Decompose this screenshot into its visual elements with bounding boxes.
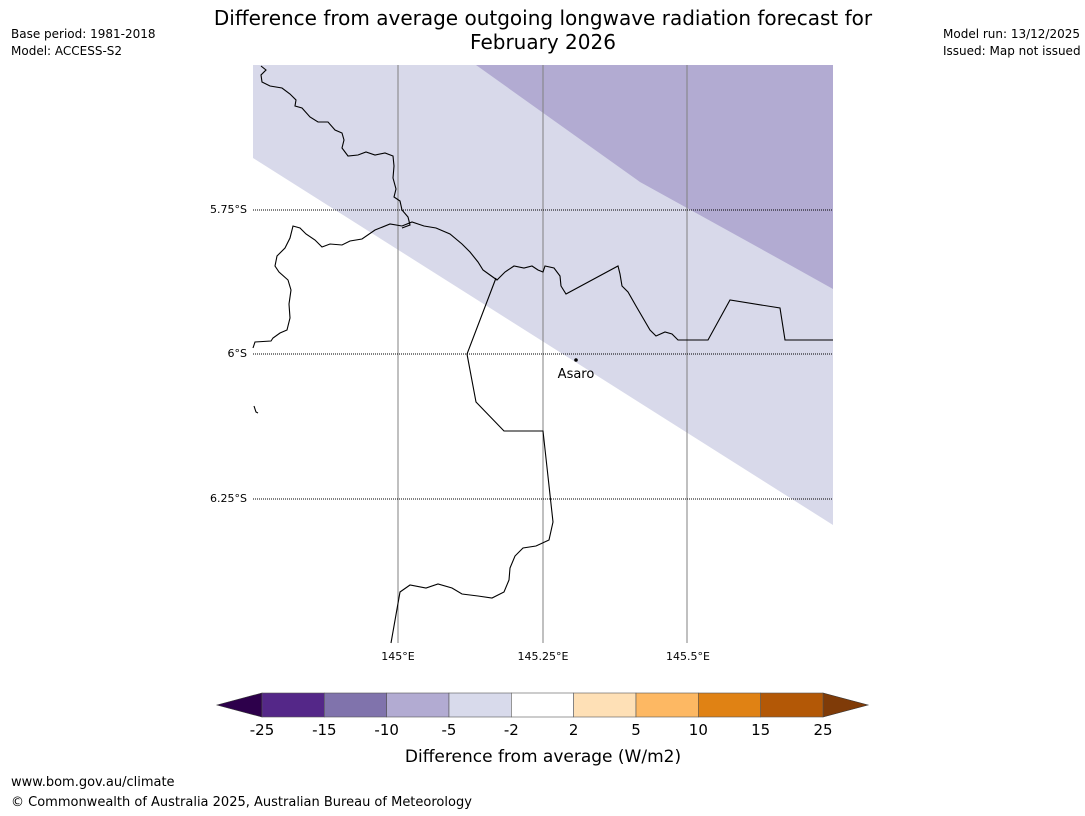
boundary-central [401, 221, 833, 341]
colorbar-tick-label: -5 [442, 721, 457, 739]
colorbar-tick-label: 15 [751, 721, 770, 739]
base-period-text: Base period: 1981-2018 [11, 27, 156, 41]
boundary-layer [252, 65, 833, 644]
colorbar-label: Difference from average (W/m2) [405, 747, 681, 767]
latitude-gridlines [253, 209, 833, 500]
colorbar-tick-label: 25 [813, 721, 832, 739]
anomaly-region-mid-purple [476, 65, 833, 289]
footer-copyright: © Commonwealth of Australia 2025, Austra… [11, 795, 472, 810]
colorbar-tick-label: 5 [631, 721, 641, 739]
lat-label-6-25: 6.25°S [210, 492, 247, 505]
map-title: Difference from average outgoing longwav… [193, 6, 893, 54]
title-line-1: Difference from average outgoing longwav… [213, 6, 873, 30]
colorbar-segment [324, 692, 387, 718]
colorbar-tick-label: 10 [689, 721, 708, 739]
lon-label-145: 145°E [381, 650, 414, 663]
issued-text: Issued: Map not issued [943, 44, 1081, 58]
colorbar-tick-label: -2 [504, 721, 519, 739]
colorbar-tick-labels: -25 -15 -10 -5 -2 2 5 10 15 25 [250, 721, 833, 739]
colorbar-segment [448, 692, 512, 718]
boundary-west-lobe [252, 223, 403, 349]
colorbar-over-arrow [822, 692, 870, 718]
lon-label-145-25: 145.25°E [518, 650, 569, 663]
colorbar-segment [760, 692, 824, 718]
colorbar-tick-label: -10 [374, 721, 399, 739]
model-text: Model: ACCESS-S2 [11, 44, 123, 58]
title-line-2: February 2026 [470, 30, 616, 54]
colorbar: -25 -15 -10 -5 -2 2 5 10 15 25 Difference from av… [215, 692, 870, 767]
colorbar-segments [261, 692, 824, 718]
boundary-north [260, 65, 411, 229]
lat-label-6: 6°S [228, 347, 247, 360]
colorbar-segment [386, 692, 450, 718]
colorbar-segment [511, 692, 574, 718]
colorbar-under-arrow [215, 692, 263, 718]
boundary-south [390, 277, 554, 644]
colorbar-segment [635, 692, 699, 718]
colorbar-segment [698, 692, 761, 718]
asaro-label: Asaro [558, 367, 595, 382]
lat-label-5-75: 5.75°S [210, 203, 247, 216]
footer-url[interactable]: www.bom.gov.au/climate [11, 775, 175, 790]
colorbar-tick-label: 2 [569, 721, 579, 739]
colorbar-tick-label: -25 [250, 721, 275, 739]
model-run-text: Model run: 13/12/2025 [943, 27, 1081, 41]
asaro-marker [574, 358, 578, 362]
colorbar-segment [261, 692, 325, 718]
colorbar-tick-label: -15 [312, 721, 337, 739]
boundary-fragment [253, 405, 259, 414]
colorbar-segment [573, 692, 637, 718]
lon-label-145-5: 145.5°E [666, 650, 710, 663]
